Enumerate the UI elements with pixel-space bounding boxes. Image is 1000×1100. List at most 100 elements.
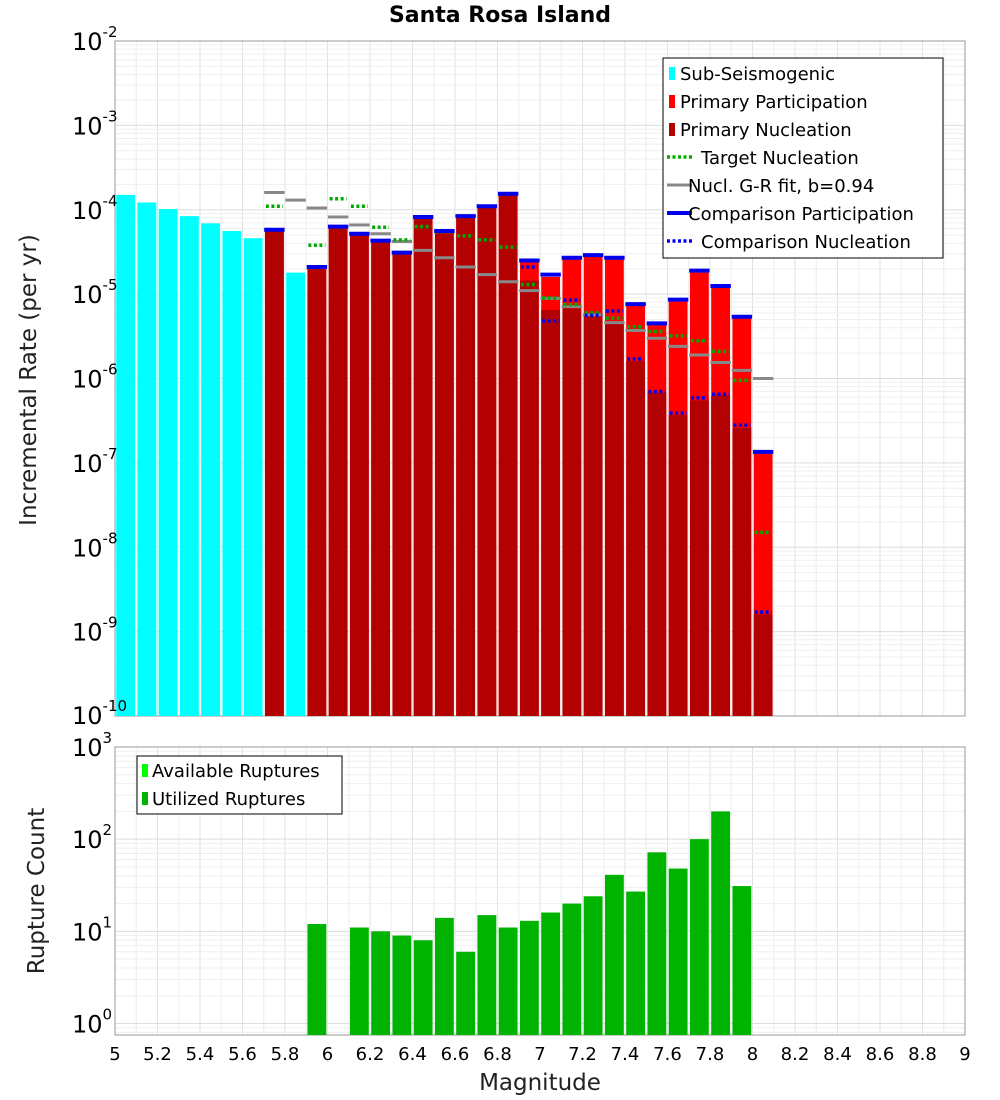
x-tick-label: 8.6	[866, 1044, 895, 1065]
y-tick-label: 101	[72, 913, 112, 946]
legend-label: Sub-Seismogenic	[680, 64, 835, 85]
utilized-ruptures-bar	[498, 927, 518, 1035]
top-plot-marks	[116, 191, 774, 717]
primary-nucleation-bar	[732, 427, 752, 716]
legend-label: Comparison Nucleation	[701, 232, 911, 253]
y-tick-label: 102	[72, 821, 112, 854]
x-tick-label: 6.4	[398, 1044, 427, 1065]
primary-nucleation-bar	[264, 230, 284, 716]
y-tick-label: 10-7	[72, 445, 118, 478]
x-tick-label: 6	[322, 1044, 333, 1065]
x-tick-label: 5.2	[143, 1044, 172, 1065]
y-tick-label: 10-10	[72, 697, 127, 730]
primary-nucleation-bar	[434, 232, 454, 716]
y-tick-label: 10-9	[72, 614, 118, 647]
legend-swatch	[669, 95, 675, 108]
primary-nucleation-bar	[413, 218, 433, 716]
legend-label: Available Ruptures	[152, 761, 320, 782]
top-plot-frame	[114, 40, 966, 717]
x-tick-label: 5.6	[228, 1044, 257, 1065]
utilized-ruptures-bar	[711, 811, 731, 1035]
x-tick-label: 7	[534, 1044, 545, 1065]
utilized-ruptures-bar	[456, 951, 476, 1035]
utilized-ruptures-bar	[477, 915, 497, 1035]
x-tick-label: 5.8	[271, 1044, 300, 1065]
x-tick-label: 7.2	[568, 1044, 597, 1065]
primary-nucleation-bar	[392, 253, 412, 716]
utilized-ruptures-bar	[349, 927, 369, 1035]
y-tick-label: 10-8	[72, 529, 118, 562]
sub-seismogenic-bar	[222, 230, 242, 716]
primary-nucleation-bar	[668, 414, 688, 716]
utilized-ruptures-bar	[583, 896, 603, 1035]
utilized-ruptures-bar	[732, 886, 752, 1035]
utilized-ruptures-bar	[434, 917, 454, 1035]
y-tick-label: 103	[72, 729, 112, 762]
legend-label: Comparison Participation	[688, 204, 914, 225]
primary-nucleation-bar	[604, 321, 624, 716]
y-tick-label: 10-3	[72, 107, 118, 140]
chart-title: Santa Rosa Island	[389, 3, 611, 28]
x-tick-label: 8.2	[781, 1044, 810, 1065]
sub-seismogenic-bar	[116, 194, 136, 716]
x-tick-label: 6.8	[483, 1044, 512, 1065]
bottom-plot-frame	[114, 746, 966, 1036]
bottom-plot-marks	[307, 811, 752, 1035]
x-tick-label: 7.6	[653, 1044, 682, 1065]
x-tick-label: 7.4	[611, 1044, 640, 1065]
sub-seismogenic-bar	[201, 223, 221, 716]
bottom-y-tick-labels: 100 101 102 103	[72, 729, 112, 1038]
x-tick-label: 8.4	[823, 1044, 852, 1065]
x-tick-label: 6.6	[441, 1044, 470, 1065]
x-tick-label: 8.8	[908, 1044, 937, 1065]
top-legend-box	[662, 57, 944, 259]
utilized-ruptures-bar	[307, 924, 327, 1035]
primary-nucleation-bar	[626, 361, 646, 716]
sub-seismogenic-bar	[158, 209, 178, 716]
utilized-ruptures-bar	[413, 940, 433, 1035]
top-y-tick-labels: 10-10 10-9 10-8 10-7 10-6 10-5 10-4 10-3 10-2	[72, 23, 127, 730]
utilized-ruptures-bar	[562, 903, 582, 1035]
utilized-ruptures-bar	[668, 868, 688, 1035]
legend-swatch	[669, 67, 675, 80]
primary-nucleation-bar	[498, 194, 518, 716]
primary-nucleation-bar	[541, 309, 561, 716]
primary-nucleation-bar	[647, 392, 667, 716]
bottom-plot-gridlines	[114, 746, 966, 1035]
legend-label: Primary Participation	[680, 92, 868, 113]
utilized-ruptures-bar	[604, 874, 624, 1035]
primary-nucleation-bar	[456, 217, 476, 716]
utilized-ruptures-bar	[541, 912, 561, 1035]
legend-swatch	[669, 123, 675, 136]
utilized-ruptures-bar	[371, 931, 391, 1035]
y-tick-label: 10-5	[72, 276, 118, 309]
primary-nucleation-bar	[349, 235, 369, 716]
sub-seismogenic-bar	[243, 238, 263, 716]
x-axis-label: Magnitude	[479, 1070, 601, 1096]
legend-label: Primary Nucleation	[680, 120, 852, 141]
primary-nucleation-bar	[562, 304, 582, 716]
x-tick-label: 8	[747, 1044, 758, 1065]
legend-label: Target Nucleation	[700, 148, 859, 169]
x-tick-label: 9	[959, 1044, 970, 1065]
sub-seismogenic-bar	[137, 202, 157, 717]
utilized-ruptures-bar	[392, 935, 412, 1035]
legend-swatch	[142, 792, 148, 805]
primary-nucleation-bar	[477, 207, 497, 716]
primary-nucleation-bar	[689, 400, 709, 716]
top-y-axis-label: Incremental Rate (per yr)	[16, 234, 42, 526]
bottom-y-axis-label: Rupture Count	[24, 808, 50, 974]
legend-swatch	[142, 764, 148, 777]
bottom-legend: Available Ruptures Utilized Ruptures	[136, 755, 343, 815]
y-tick-label: 10-2	[72, 23, 118, 56]
utilized-ruptures-bar	[519, 920, 539, 1035]
utilized-ruptures-bar	[647, 852, 667, 1035]
y-tick-label: 10-6	[72, 361, 118, 394]
legend-label: Nucl. G-R fit, b=0.94	[688, 176, 874, 197]
x-tick-label: 6.2	[356, 1044, 385, 1065]
utilized-ruptures-bar	[689, 839, 709, 1035]
primary-nucleation-bar	[711, 395, 731, 716]
utilized-ruptures-bar	[626, 891, 646, 1035]
primary-nucleation-bar	[328, 228, 348, 716]
